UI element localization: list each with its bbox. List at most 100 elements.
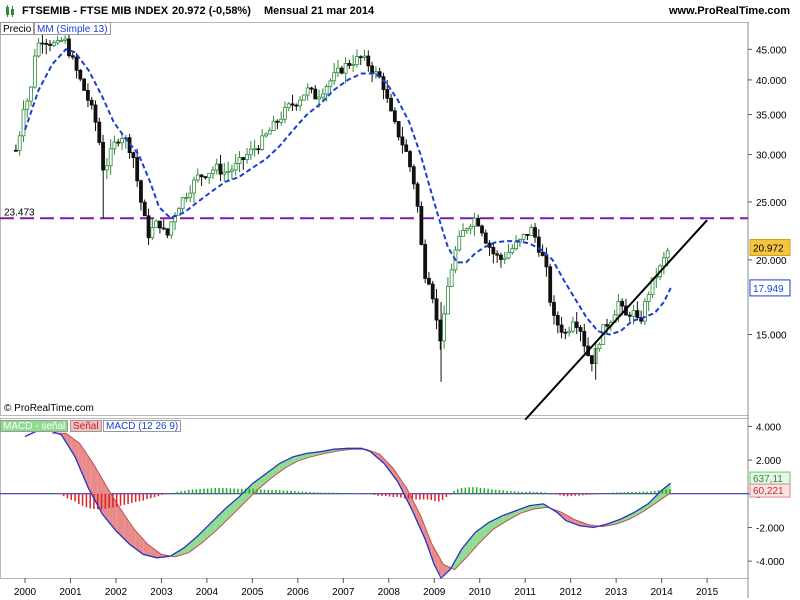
- candle-body: [366, 55, 371, 67]
- x-tick-label: 2002: [105, 587, 128, 598]
- price-tick-label: 40.000: [756, 76, 787, 87]
- candle-body: [226, 170, 231, 173]
- macd-legend[interactable]: MACD (12 26 9): [103, 420, 182, 432]
- candle-body: [491, 246, 496, 255]
- precio-button[interactable]: Precio: [0, 22, 35, 35]
- macd-fill: [654, 493, 659, 504]
- macd-fill: [408, 491, 413, 511]
- candle-body: [385, 89, 390, 99]
- period-label: Mensual 21 mar 2014: [264, 5, 375, 17]
- candle-body: [214, 163, 219, 171]
- x-tick-label: 2008: [378, 587, 401, 598]
- candle-body: [93, 104, 98, 123]
- candle-body: [176, 208, 181, 216]
- macd-fill: [203, 526, 208, 542]
- candle-body: [17, 135, 22, 151]
- candle-body: [195, 174, 200, 181]
- candle-body: [313, 88, 318, 100]
- candle-body: [82, 78, 87, 91]
- last-price-value: 20.972: [753, 244, 784, 255]
- macd-fill: [397, 474, 401, 488]
- candle-body: [582, 331, 587, 347]
- macd-fill: [237, 494, 242, 510]
- candle-body: [112, 141, 117, 150]
- candle-body: [286, 103, 291, 109]
- macd-tick-label: -2.000: [756, 523, 785, 534]
- x-tick-label: 2006: [287, 587, 310, 598]
- macd-fill: [177, 549, 182, 557]
- candle-body: [396, 121, 401, 138]
- candle-body: [339, 67, 344, 74]
- candle-body: [563, 331, 568, 334]
- candle-body: [343, 62, 348, 74]
- moving-average-line: [24, 48, 672, 336]
- candle-body: [298, 99, 303, 107]
- support-trendline: [524, 219, 708, 421]
- candle-body: [392, 110, 397, 122]
- candle-body: [574, 321, 579, 328]
- x-tick-label: 2009: [423, 587, 446, 598]
- candle-body: [165, 228, 170, 236]
- macd-fill: [230, 501, 235, 517]
- candle-body: [358, 56, 363, 59]
- macd-signal-legend[interactable]: MACD - señal: [0, 420, 69, 432]
- candle-body: [483, 232, 488, 244]
- candle-body: [362, 55, 367, 58]
- candle-body: [499, 254, 503, 260]
- candle-body: [370, 65, 375, 74]
- candle-body: [620, 300, 625, 307]
- candle-body: [643, 301, 647, 322]
- candle-body: [567, 330, 572, 334]
- ma-last-value: 17.949: [753, 284, 784, 295]
- candle-body: [427, 277, 431, 285]
- macd-fill: [158, 552, 163, 558]
- candle-body: [150, 227, 155, 239]
- macd-tick-label: 4.000: [756, 422, 781, 433]
- candle-body: [279, 118, 284, 123]
- macd-tick-label: -4.000: [756, 557, 785, 568]
- candle-body: [544, 255, 549, 268]
- candle-body: [400, 136, 405, 146]
- candle-body: [264, 133, 268, 137]
- candle-body: [430, 283, 435, 300]
- candle-body: [571, 321, 575, 332]
- candle-body: [25, 100, 30, 110]
- price-tick-label: 20.000: [756, 256, 787, 267]
- macd-fill: [105, 484, 110, 523]
- x-tick-label: 2012: [560, 587, 583, 598]
- candle-body: [199, 174, 204, 178]
- candle-body: [233, 163, 238, 171]
- macd-fill: [135, 530, 140, 552]
- moving-average-button[interactable]: MM (Simple 13): [34, 22, 111, 35]
- candle-body: [154, 220, 159, 228]
- candle-body: [320, 93, 325, 98]
- candle-body: [536, 236, 541, 253]
- candle-body: [245, 154, 249, 160]
- candle-body: [116, 141, 121, 144]
- candle-body: [146, 215, 151, 239]
- signal-legend[interactable]: Señal: [70, 420, 102, 432]
- macd-fill: [472, 531, 477, 551]
- candle-body: [423, 244, 428, 279]
- x-tick-label: 2005: [241, 587, 264, 598]
- candle-body: [650, 277, 655, 296]
- macd-fill: [476, 528, 481, 546]
- candle-body: [661, 257, 666, 267]
- candle-body: [411, 166, 416, 185]
- macd-fill: [480, 525, 485, 542]
- candle-body: [301, 94, 306, 101]
- candle-body: [89, 99, 94, 106]
- macd-fill: [219, 511, 223, 528]
- candle-body: [404, 144, 409, 152]
- candle-body: [267, 130, 272, 135]
- candle-body: [275, 120, 280, 123]
- candle-body: [67, 38, 71, 57]
- macd-fill: [378, 453, 382, 462]
- macd-fill: [120, 508, 125, 540]
- candle-body: [457, 236, 462, 251]
- macd-fill: [453, 556, 458, 570]
- macd-fill: [249, 483, 254, 498]
- price-tick-label: 15.000: [756, 330, 787, 341]
- macd-fill: [419, 514, 424, 536]
